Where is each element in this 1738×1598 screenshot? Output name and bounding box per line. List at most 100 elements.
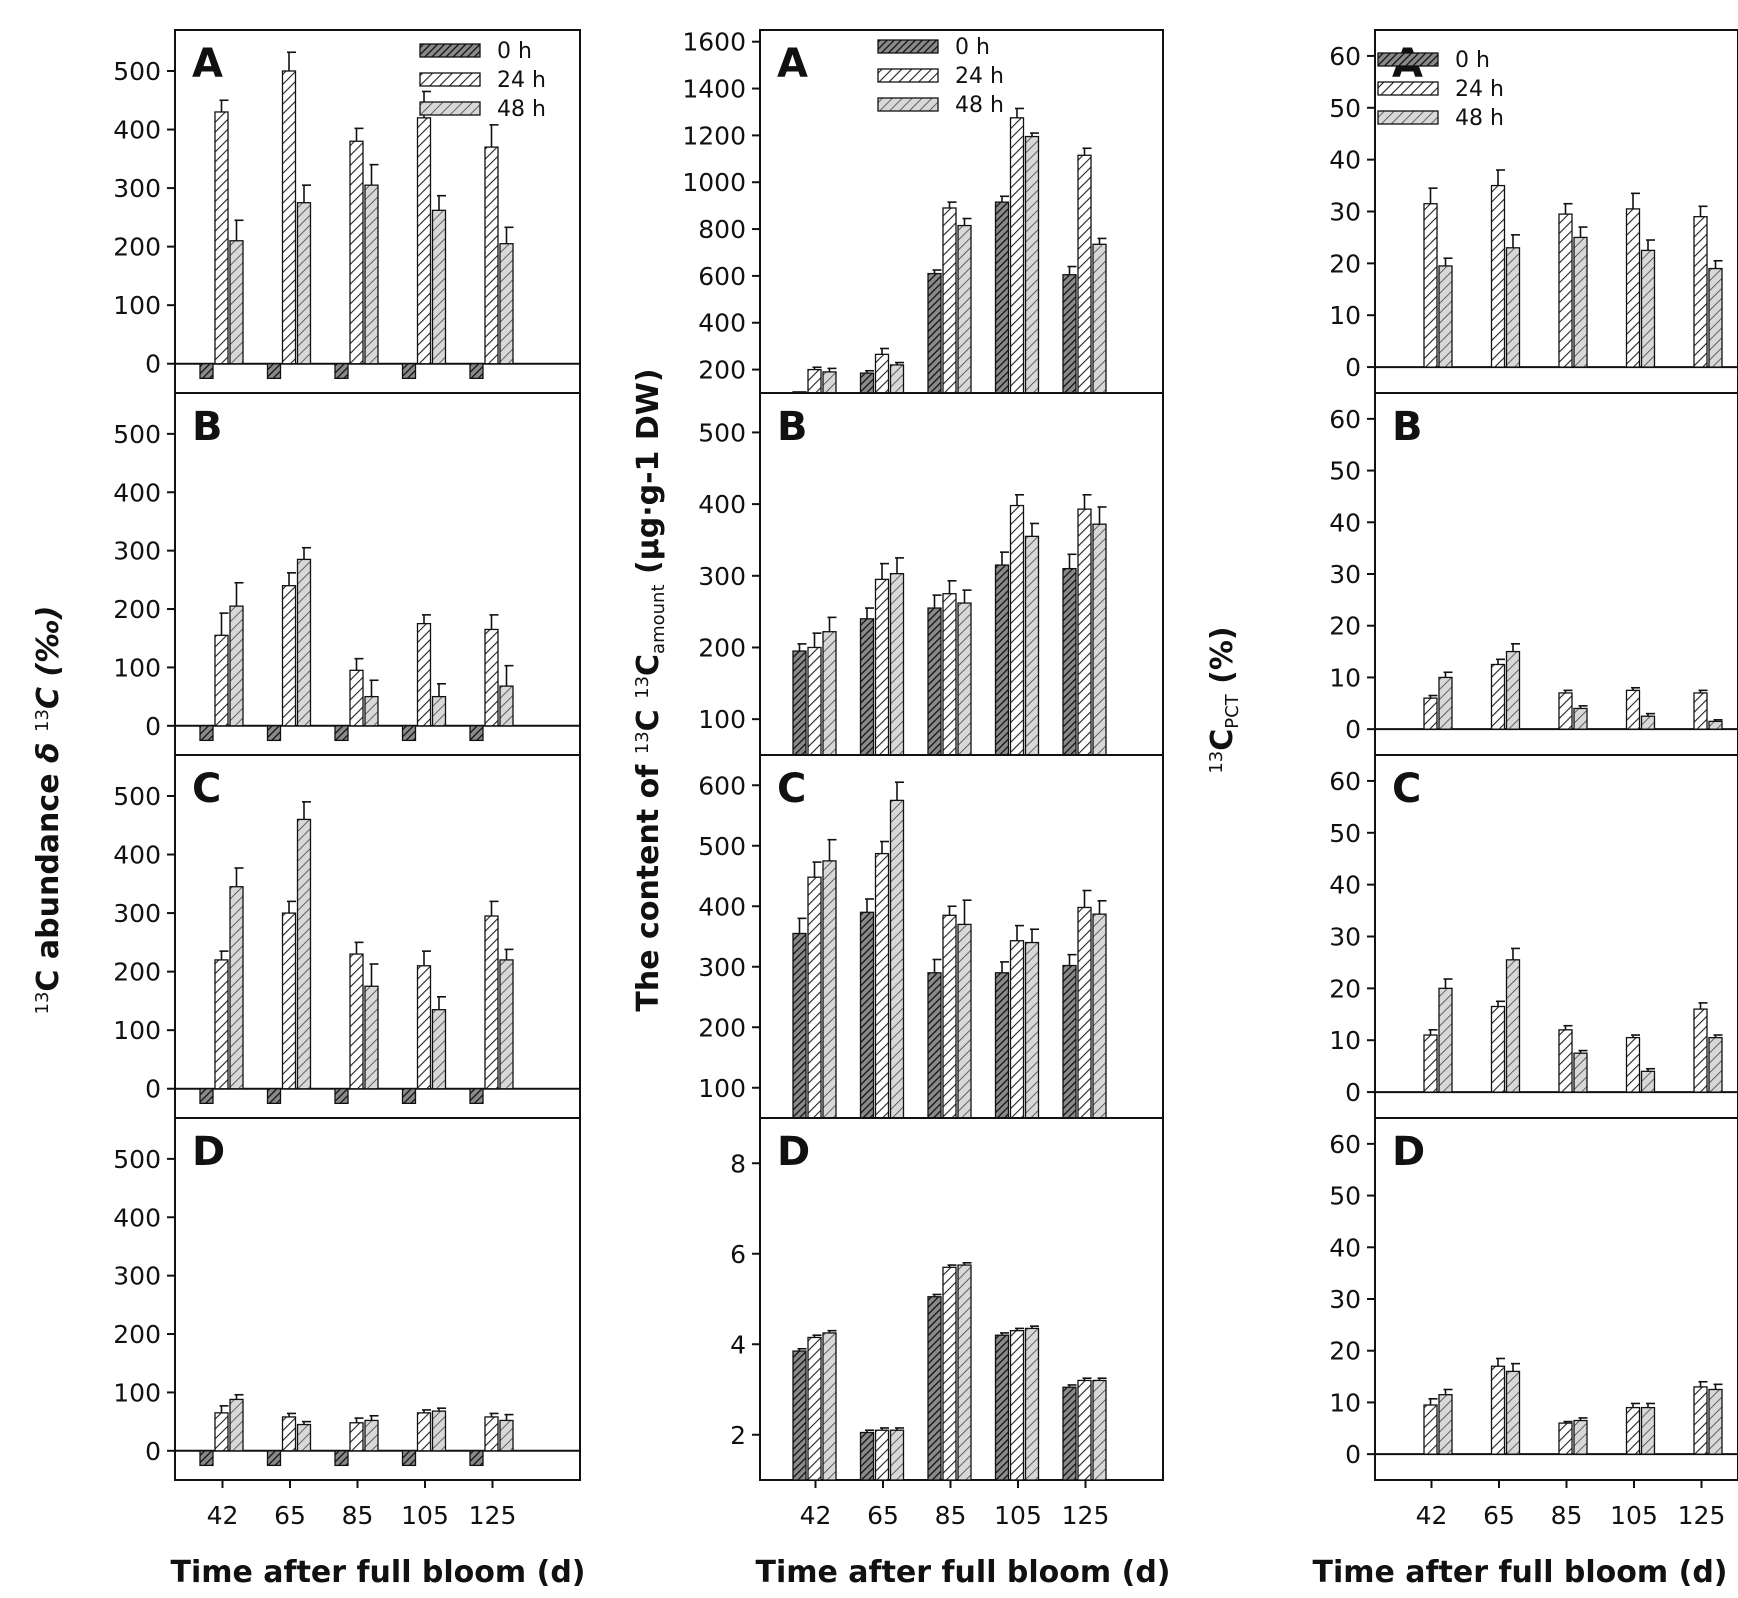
bar-48h-65 — [889, 799, 905, 1119]
bar-24h-105 — [1625, 689, 1641, 730]
y-tick-label: 300 — [113, 1262, 161, 1291]
bar-24h-65 — [281, 1416, 297, 1452]
bar-0h-85 — [927, 272, 942, 394]
y-tick-label: 0 — [1345, 353, 1361, 382]
bar-24h-105 — [1009, 117, 1025, 394]
panel-3-D: 0 10 20 30 40 50 60 42 65 85 105 125 D — [1329, 1117, 1738, 1530]
y-tick-label: 20 — [1329, 249, 1361, 278]
bar-24h-105 — [1625, 1036, 1641, 1093]
panel-letter: C — [777, 766, 806, 812]
bar-0h-42 — [792, 932, 807, 1119]
y-tick-label: 0 — [145, 350, 161, 379]
bar-24h-42 — [1423, 1034, 1438, 1093]
panel-letter: D — [192, 1129, 225, 1175]
panel-letter: C — [192, 766, 221, 812]
bar-48h-125 — [1708, 720, 1723, 730]
bar-48h-85 — [364, 1419, 379, 1452]
bar-24h-65 — [874, 852, 890, 1119]
bar-48h-85 — [957, 1264, 972, 1481]
panel-1-A: 0 100 200 300 400 500 A 0 h 24 h 48 h — [113, 29, 581, 394]
x-tick-label: 65 — [274, 1501, 306, 1530]
y-tick-label: 0 — [145, 1437, 161, 1466]
x-tick-label: 105 — [994, 1501, 1042, 1530]
panel-3-B: 0 10 20 30 40 50 60 B — [1329, 392, 1738, 756]
bar-48h-85 — [1573, 1052, 1588, 1093]
bar-24h-65 — [281, 585, 297, 727]
x-tick-label: 65 — [867, 1501, 899, 1530]
bar-24h-85 — [942, 207, 957, 394]
bar-24h-125 — [484, 915, 499, 1090]
y-tick-label: 20 — [1329, 974, 1361, 1003]
bar-48h-125 — [499, 243, 514, 365]
bar-0h-105 — [401, 1450, 417, 1467]
bar-24h-85 — [1558, 1029, 1573, 1093]
y-tick-label: 60 — [1329, 405, 1361, 434]
legend-label: 0 h — [955, 35, 990, 60]
bar-24h-42 — [214, 959, 229, 1090]
bar-0h-42 — [199, 1088, 214, 1105]
y-tick-label: 40 — [1329, 508, 1361, 537]
bar-48h-65 — [1505, 247, 1521, 368]
bar-48h-65 — [1505, 959, 1521, 1093]
bar-48h-125 — [1708, 1036, 1723, 1093]
bar-24h-65 — [1490, 1365, 1506, 1455]
bar-24h-105 — [1625, 1406, 1641, 1455]
bar-48h-125 — [1092, 523, 1107, 756]
panel-letter: C — [1392, 766, 1421, 812]
bar-48h-42 — [229, 605, 244, 727]
y-axis-label-col3: 13CPCT (%) — [1205, 626, 1243, 773]
bar-24h-85 — [349, 140, 364, 365]
bar-48h-105 — [1640, 1070, 1656, 1093]
x-tick-label: 85 — [342, 1501, 374, 1530]
bar-24h-65 — [874, 578, 890, 756]
bar-24h-85 — [349, 669, 364, 727]
x-tick-label: 125 — [469, 1501, 517, 1530]
bar-48h-42 — [229, 886, 244, 1090]
bar-0h-42 — [792, 1350, 807, 1481]
y-tick-label: 40 — [1329, 146, 1361, 175]
x-tick-label: 85 — [1551, 1501, 1583, 1530]
y-axis-label-col1: 13C abundance δ 13C (‰) — [31, 606, 66, 1015]
y-tick-label: 600 — [698, 262, 746, 291]
panel-2-A: 200 400 600 800 1000 1200 1400 1600 A 0 h 24 h 48 h — [682, 28, 1164, 394]
bar-48h-42 — [822, 631, 837, 756]
y-tick-label: 50 — [1329, 457, 1361, 486]
bar-48h-125 — [1708, 267, 1723, 368]
bar-0h-65 — [266, 1450, 282, 1467]
panel-2-C: 100 200 300 400 500 600 C — [698, 754, 1164, 1119]
bar-48h-105 — [1640, 715, 1656, 730]
bar-0h-85 — [927, 607, 942, 756]
y-tick-label: 200 — [113, 595, 161, 624]
bar-24h-85 — [942, 1266, 957, 1481]
y-tick-label: 100 — [698, 1074, 746, 1103]
bar-48h-105 — [1640, 1406, 1656, 1455]
bar-24h-65 — [281, 912, 297, 1090]
bar-48h-85 — [1573, 707, 1588, 730]
y-tick-label: 8 — [730, 1149, 746, 1178]
x-axis-label-col2: Time after full bloom (d) — [755, 1555, 1170, 1590]
bar-48h-65 — [296, 202, 312, 365]
bar-48h-105 — [431, 1410, 447, 1452]
y-tick-label: 500 — [113, 420, 161, 449]
bar-0h-85 — [927, 972, 942, 1119]
panel-1-C: 0 100 200 300 400 500 C — [113, 754, 581, 1119]
bar-48h-65 — [296, 818, 312, 1090]
bar-24h-65 — [1490, 184, 1506, 368]
panel-letter: B — [777, 404, 808, 450]
bar-24h-42 — [214, 634, 229, 727]
bar-48h-42 — [1438, 265, 1453, 368]
bar-48h-42 — [1438, 1394, 1453, 1455]
y-tick-label: 1400 — [682, 75, 746, 104]
x-tick-label: 125 — [1062, 1501, 1110, 1530]
bar-48h-85 — [364, 985, 379, 1090]
y-tick-label: 40 — [1329, 871, 1361, 900]
bar-24h-125 — [1077, 154, 1092, 394]
bar-24h-42 — [807, 368, 822, 394]
x-axis-label-col1: Time after full bloom (d) — [170, 1555, 585, 1590]
bar-48h-65 — [296, 1423, 312, 1452]
bar-48h-42 — [1438, 676, 1453, 730]
y-tick-label: 4 — [730, 1330, 746, 1359]
x-tick-label: 42 — [1416, 1501, 1448, 1530]
y-tick-label: 200 — [113, 958, 161, 987]
